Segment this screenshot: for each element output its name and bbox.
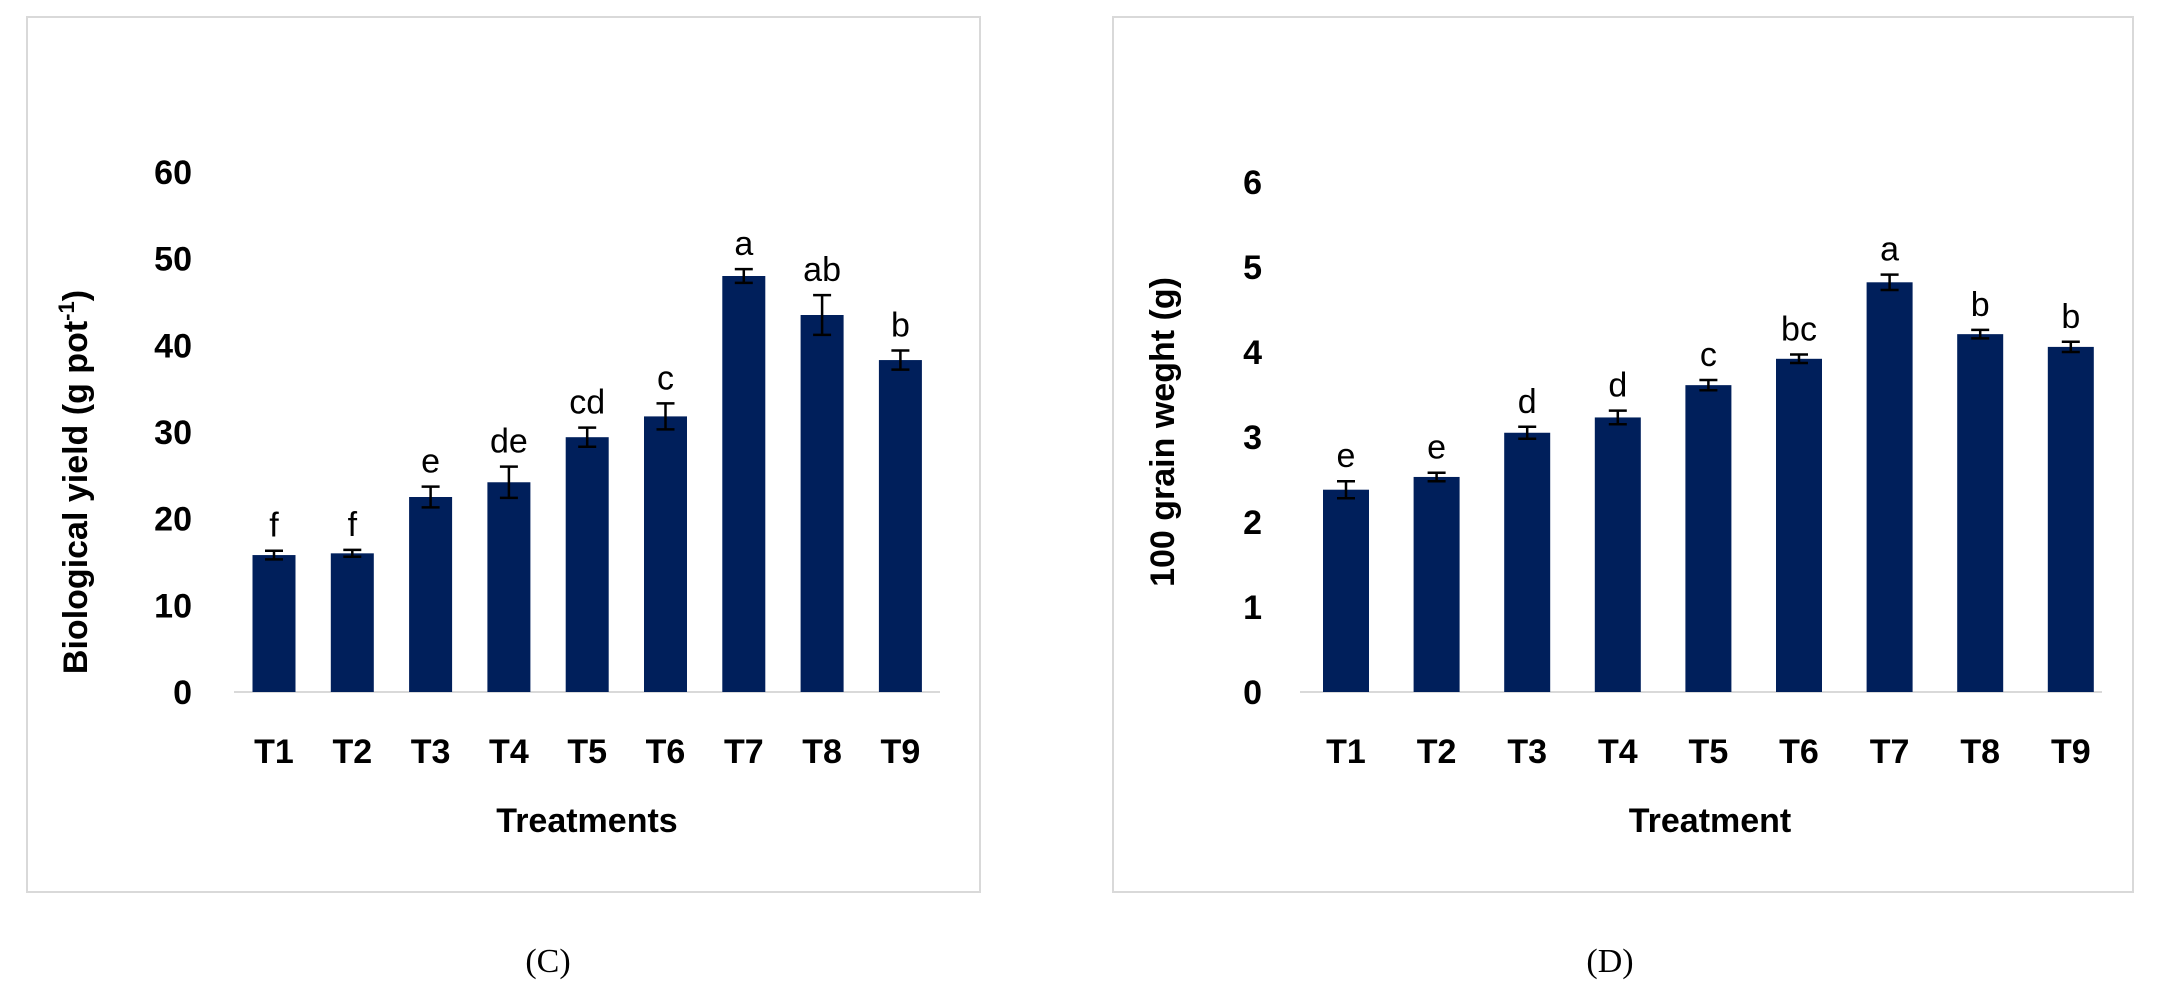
error-bar (656, 402, 675, 431)
significance-letter: c (1700, 336, 1717, 374)
x-tick-label: T6 (646, 733, 686, 771)
panel-label-d: (D) (1586, 943, 1633, 980)
x-tick-label: T3 (411, 733, 451, 771)
significance-letter: e (1427, 429, 1446, 467)
x-tick-label: T4 (1598, 733, 1638, 771)
bar (1594, 417, 1641, 692)
bar (800, 315, 844, 692)
x-tick-label: T6 (1779, 733, 1819, 771)
y-axis-title: 100 grain weght (g) (1144, 277, 1182, 587)
significance-letter: b (2061, 298, 2080, 336)
x-tick-label: T1 (254, 733, 294, 771)
significance-letter: cd (569, 384, 605, 422)
error-bar (1699, 378, 1718, 392)
x-tick-label: T5 (567, 733, 607, 771)
significance-letter: ab (803, 251, 841, 289)
x-tick-label: T2 (332, 733, 372, 771)
significance-letter: bc (1781, 311, 1817, 349)
significance-letter: e (1337, 437, 1356, 475)
bar (1957, 334, 2004, 692)
significance-letter: d (1518, 383, 1537, 421)
significance-letter: f (348, 506, 358, 544)
y-tick-label: 6 (1243, 164, 1262, 202)
chart-c: 0 10 20 30 40 50 60 f T1 f T2 e T3 de T4 cd T5 c T6 a T7 ab T8… (54, 154, 940, 840)
bar (1323, 489, 1369, 692)
bar (330, 553, 374, 692)
bar (1504, 432, 1551, 692)
y-tick-label: 60 (154, 154, 192, 192)
bar (1685, 385, 1732, 692)
bar (1413, 476, 1460, 692)
significance-letter: b (1971, 286, 1990, 324)
error-bar (2061, 340, 2080, 354)
x-tick-label: T9 (881, 733, 921, 771)
error-bar (578, 426, 597, 448)
bar (409, 497, 453, 692)
y-tick-label: 0 (173, 674, 192, 712)
y-tick-label: 50 (154, 241, 192, 279)
y-tick-label: 0 (1243, 674, 1262, 712)
x-axis-title: Treatments (496, 802, 677, 840)
panel-label-c: (C) (525, 943, 570, 980)
x-tick-label: T1 (1326, 733, 1366, 771)
error-bar (265, 549, 283, 561)
y-tick-label: 40 (154, 327, 192, 365)
significance-letter: de (490, 423, 528, 461)
bar (722, 276, 766, 692)
y-tick-label: 10 (154, 587, 192, 625)
error-bar (1427, 471, 1446, 483)
bar (565, 437, 609, 692)
x-tick-label: T9 (2051, 733, 2091, 771)
y-tick-label: 5 (1243, 249, 1262, 287)
bar (644, 416, 687, 692)
x-tick-label: T8 (1960, 733, 2000, 771)
significance-letter: d (1608, 367, 1627, 405)
y-tick-label: 20 (154, 501, 192, 539)
x-tick-label: T2 (1417, 733, 1457, 771)
x-tick-label: T5 (1689, 733, 1729, 771)
chart-d: 0 1 2 3 4 5 6 e T1 e T2 d T3 d T4 c T5 bc T6 a T7 b T8 b T9 Treat… (1144, 164, 2102, 840)
error-bar (891, 349, 910, 371)
error-bar (1518, 425, 1537, 440)
significance-letter: c (657, 359, 674, 397)
error-bar (1608, 409, 1627, 426)
error-bar (813, 293, 832, 337)
bar (878, 360, 922, 692)
bar (1866, 282, 1913, 692)
x-tick-label: T7 (1870, 733, 1910, 771)
significance-letter: f (269, 507, 279, 545)
significance-letter: a (734, 225, 753, 263)
y-tick-label: 3 (1243, 419, 1262, 457)
y-tick-label: 1 (1243, 589, 1262, 627)
x-tick-label: T3 (1507, 733, 1547, 771)
y-tick-label: 2 (1243, 504, 1262, 542)
significance-letter: a (1880, 231, 1899, 269)
y-tick-label: 4 (1243, 334, 1262, 372)
error-bar (734, 267, 753, 285)
bar (1776, 358, 1822, 692)
error-bar (499, 465, 518, 500)
bar (487, 482, 531, 692)
bar (2047, 346, 2094, 692)
y-axis-title: Biological yield (g pot-1) (54, 290, 95, 674)
error-bar (1337, 479, 1355, 500)
x-tick-label: T8 (802, 733, 842, 771)
error-bar (1790, 353, 1808, 365)
error-bar (1971, 328, 1990, 340)
x-axis-title: Treatment (1629, 802, 1792, 840)
bar (252, 555, 296, 692)
significance-letter: e (421, 443, 440, 481)
significance-letter: b (891, 307, 910, 345)
x-tick-label: T4 (489, 733, 529, 771)
error-bar (421, 485, 440, 509)
error-bar (343, 548, 362, 559)
error-bar (1880, 273, 1899, 292)
x-tick-label: T7 (724, 733, 764, 771)
y-tick-label: 30 (154, 414, 192, 452)
